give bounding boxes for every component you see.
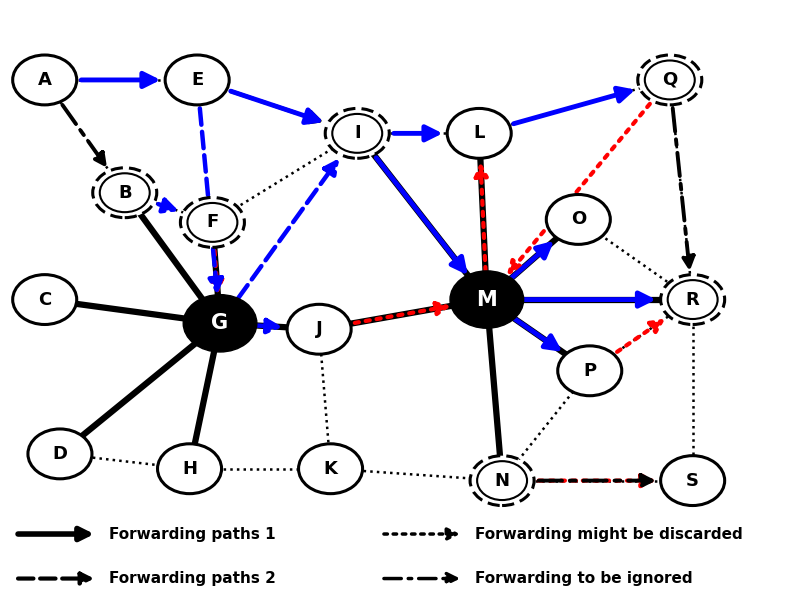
- Circle shape: [558, 346, 622, 396]
- Text: J: J: [316, 320, 322, 338]
- Circle shape: [93, 168, 157, 218]
- Circle shape: [183, 295, 257, 352]
- Text: G: G: [211, 313, 229, 334]
- Circle shape: [28, 429, 92, 479]
- Text: M: M: [477, 290, 498, 310]
- Text: L: L: [474, 125, 485, 142]
- Circle shape: [661, 274, 725, 324]
- Text: Forwarding to be ignored: Forwarding to be ignored: [475, 571, 693, 586]
- Text: S: S: [686, 472, 699, 489]
- Text: Q: Q: [662, 71, 678, 89]
- Circle shape: [661, 456, 725, 505]
- Text: C: C: [38, 291, 51, 309]
- Circle shape: [470, 456, 534, 505]
- Text: Forwarding might be discarded: Forwarding might be discarded: [475, 527, 743, 541]
- Circle shape: [450, 271, 524, 328]
- Circle shape: [546, 194, 610, 244]
- Circle shape: [13, 274, 77, 324]
- Circle shape: [447, 108, 511, 158]
- Circle shape: [13, 55, 77, 105]
- Text: B: B: [118, 184, 131, 202]
- Text: F: F: [206, 213, 218, 232]
- Text: I: I: [354, 125, 361, 142]
- Text: Forwarding paths 1: Forwarding paths 1: [110, 527, 276, 541]
- Text: D: D: [53, 445, 67, 463]
- Circle shape: [287, 304, 351, 354]
- Text: P: P: [583, 362, 596, 380]
- Text: H: H: [182, 459, 197, 478]
- Circle shape: [298, 444, 362, 494]
- Circle shape: [638, 55, 702, 105]
- Circle shape: [158, 444, 222, 494]
- Circle shape: [165, 55, 229, 105]
- Circle shape: [180, 197, 245, 247]
- Text: A: A: [38, 71, 52, 89]
- Text: N: N: [494, 472, 510, 489]
- Text: E: E: [191, 71, 203, 89]
- Text: K: K: [324, 459, 338, 478]
- Circle shape: [326, 108, 390, 158]
- Text: R: R: [686, 291, 699, 309]
- Text: Forwarding paths 2: Forwarding paths 2: [110, 571, 276, 586]
- Text: O: O: [570, 210, 586, 229]
